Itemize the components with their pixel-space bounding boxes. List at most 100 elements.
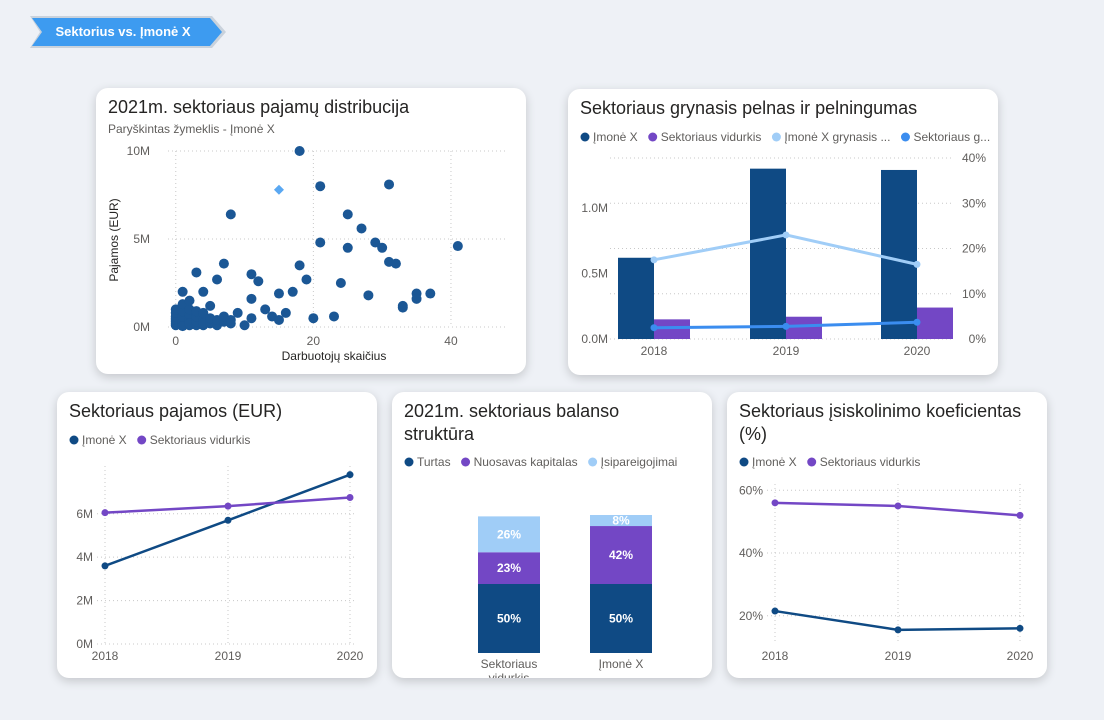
scatter-point <box>212 274 223 285</box>
line-point <box>894 502 902 510</box>
y2-tick-label: 20% <box>962 242 986 256</box>
card-revenue-distribution[interactable]: 2021m. sektoriaus pajamų distribucija Pa… <box>96 88 526 374</box>
scatter-chart[interactable]: 0M 5M 10M 0 20 40 Darbuotojų skaičius Pajamos (… <box>96 88 526 374</box>
line-point <box>771 499 779 507</box>
scatter-point <box>329 311 339 322</box>
bar-sektoriaus-vidurkis <box>917 307 953 339</box>
scatter-point <box>191 267 202 278</box>
scatter-point <box>225 209 236 220</box>
legend-label: Turtas <box>417 455 451 469</box>
revenue-line-chart[interactable]: Įmonė X Sektoriaus vidurkis 0M 2M 4M 6M 2018 20… <box>57 392 377 678</box>
scatter-point <box>342 242 353 253</box>
scatter-point <box>308 313 319 324</box>
line-point <box>771 607 779 615</box>
scatter-point <box>273 288 284 299</box>
legend-marker <box>648 132 658 142</box>
scatter-point <box>397 302 408 313</box>
segment-label: 50% <box>497 612 521 626</box>
profitability-point <box>782 322 790 330</box>
card-sector-revenue[interactable]: Sektoriaus pajamos (EUR) Įmonė X Sektoria… <box>57 392 377 678</box>
legend-marker <box>771 132 781 142</box>
legend-marker <box>580 132 590 142</box>
page-tag[interactable]: Sektorius vs. Įmonė X <box>30 16 226 48</box>
chart-title: 2021m. sektoriaus pajamų distribucija <box>108 97 410 117</box>
chart-title-line: Sektoriaus įsiskolinimo koeficientas <box>739 401 1022 421</box>
line-point <box>1016 511 1024 519</box>
line-point <box>1016 624 1024 632</box>
segment-label: 42% <box>609 548 633 562</box>
chart-title-line: (%) <box>739 424 767 444</box>
scatter-point <box>205 300 216 311</box>
stack-segment <box>478 584 540 653</box>
scatter-point <box>198 286 209 297</box>
profitability-point <box>650 324 658 332</box>
card-net-profit[interactable]: Sektoriaus grynasis pelnas ir pelninguma… <box>568 89 998 375</box>
y-tick-label: 0M <box>133 320 150 334</box>
bar-imone-x <box>750 168 786 339</box>
x-tick-label: 2019 <box>215 649 242 663</box>
y-tick-label: 10M <box>127 144 150 158</box>
bar-imone-x <box>618 257 654 339</box>
legend-marker <box>404 457 414 467</box>
scatter-point <box>225 318 236 329</box>
scatter-point <box>253 276 264 287</box>
scatter-point <box>273 314 284 325</box>
scatter-point <box>294 146 305 156</box>
chart-title: 2021m. sektoriaus balanso struktūra <box>404 400 619 446</box>
scatter-point <box>315 181 326 192</box>
legend-label: Nuosavas kapitalas <box>474 455 578 469</box>
chart-title: Sektoriaus įsiskolinimo koeficientas (%) <box>739 400 1021 446</box>
bar-sektoriaus-vidurkis <box>786 316 822 339</box>
x-tick-label: 2018 <box>641 344 668 358</box>
legend-label: Įmonė X <box>752 455 797 469</box>
scatter-point <box>411 293 422 304</box>
card-debt-ratio[interactable]: Sektoriaus įsiskolinimo koeficientas (%)… <box>727 392 1047 678</box>
y-tick-label: 1.0M <box>581 201 608 215</box>
line-point <box>346 471 354 479</box>
legend-marker <box>461 457 471 467</box>
highlighted-point <box>273 184 284 195</box>
scatter-point <box>280 307 291 318</box>
debt-line-chart[interactable]: Įmonė X Sektoriaus vidurkis 20% 40% 60% 2018 2… <box>727 392 1047 678</box>
stack-segment <box>478 516 540 553</box>
scatter-point <box>294 260 305 271</box>
y2-tick-label: 10% <box>962 287 986 301</box>
legend-marker <box>807 457 817 467</box>
tag-label: Sektorius vs. Įmonė X <box>55 24 191 39</box>
card-balance-structure[interactable]: 2021m. sektoriaus balanso struktūra Turt… <box>392 392 712 678</box>
bar-sektoriaus-vidurkis <box>654 319 690 339</box>
scatter-point <box>301 274 312 285</box>
scatter-point <box>356 223 367 234</box>
scatter-point <box>315 237 326 248</box>
legend-label: Sektoriaus vidurkis <box>661 130 762 144</box>
line-point <box>101 509 109 517</box>
line-point <box>894 626 902 634</box>
y-tick-label: 6M <box>76 507 93 521</box>
scatter-point <box>452 241 463 252</box>
legend-marker <box>69 435 79 445</box>
y-tick-label: 0M <box>76 637 93 651</box>
chart-title-line: 2021m. sektoriaus balanso <box>404 401 620 421</box>
legend-label: Įmonė X grynasis ... <box>784 130 890 144</box>
y-axis-title: Pajamos (EUR) <box>107 198 121 281</box>
category-label: Įmonė X <box>599 657 644 671</box>
legend-label: Įmonė X <box>82 433 127 447</box>
combo-chart[interactable]: Įmonė X Sektoriaus vidurkis Įmonė X grynas… <box>568 89 998 375</box>
segment-label: 26% <box>497 527 521 541</box>
legend-marker <box>137 435 147 445</box>
x-tick-label: 40 <box>444 334 458 348</box>
scatter-point <box>198 307 209 318</box>
balance-stacked-chart[interactable]: Turtas Nuosavas kapitalas Įsipareigojimai 5… <box>392 392 712 678</box>
profitability-point <box>650 256 658 264</box>
scatter-point <box>246 269 257 280</box>
x-tick-label: 20 <box>307 334 321 348</box>
stack-segment <box>590 526 652 584</box>
scatter-point <box>390 258 401 269</box>
category-label: Sektoriaus <box>481 657 538 671</box>
scatter-point <box>287 286 298 297</box>
x-tick-label: 2018 <box>762 649 789 663</box>
scatter-point <box>342 209 353 220</box>
chart-subtitle: Paryškintas žymeklis - Įmonė X <box>108 122 275 136</box>
segment-label: 23% <box>497 561 521 575</box>
chart-title-line: struktūra <box>404 424 475 444</box>
